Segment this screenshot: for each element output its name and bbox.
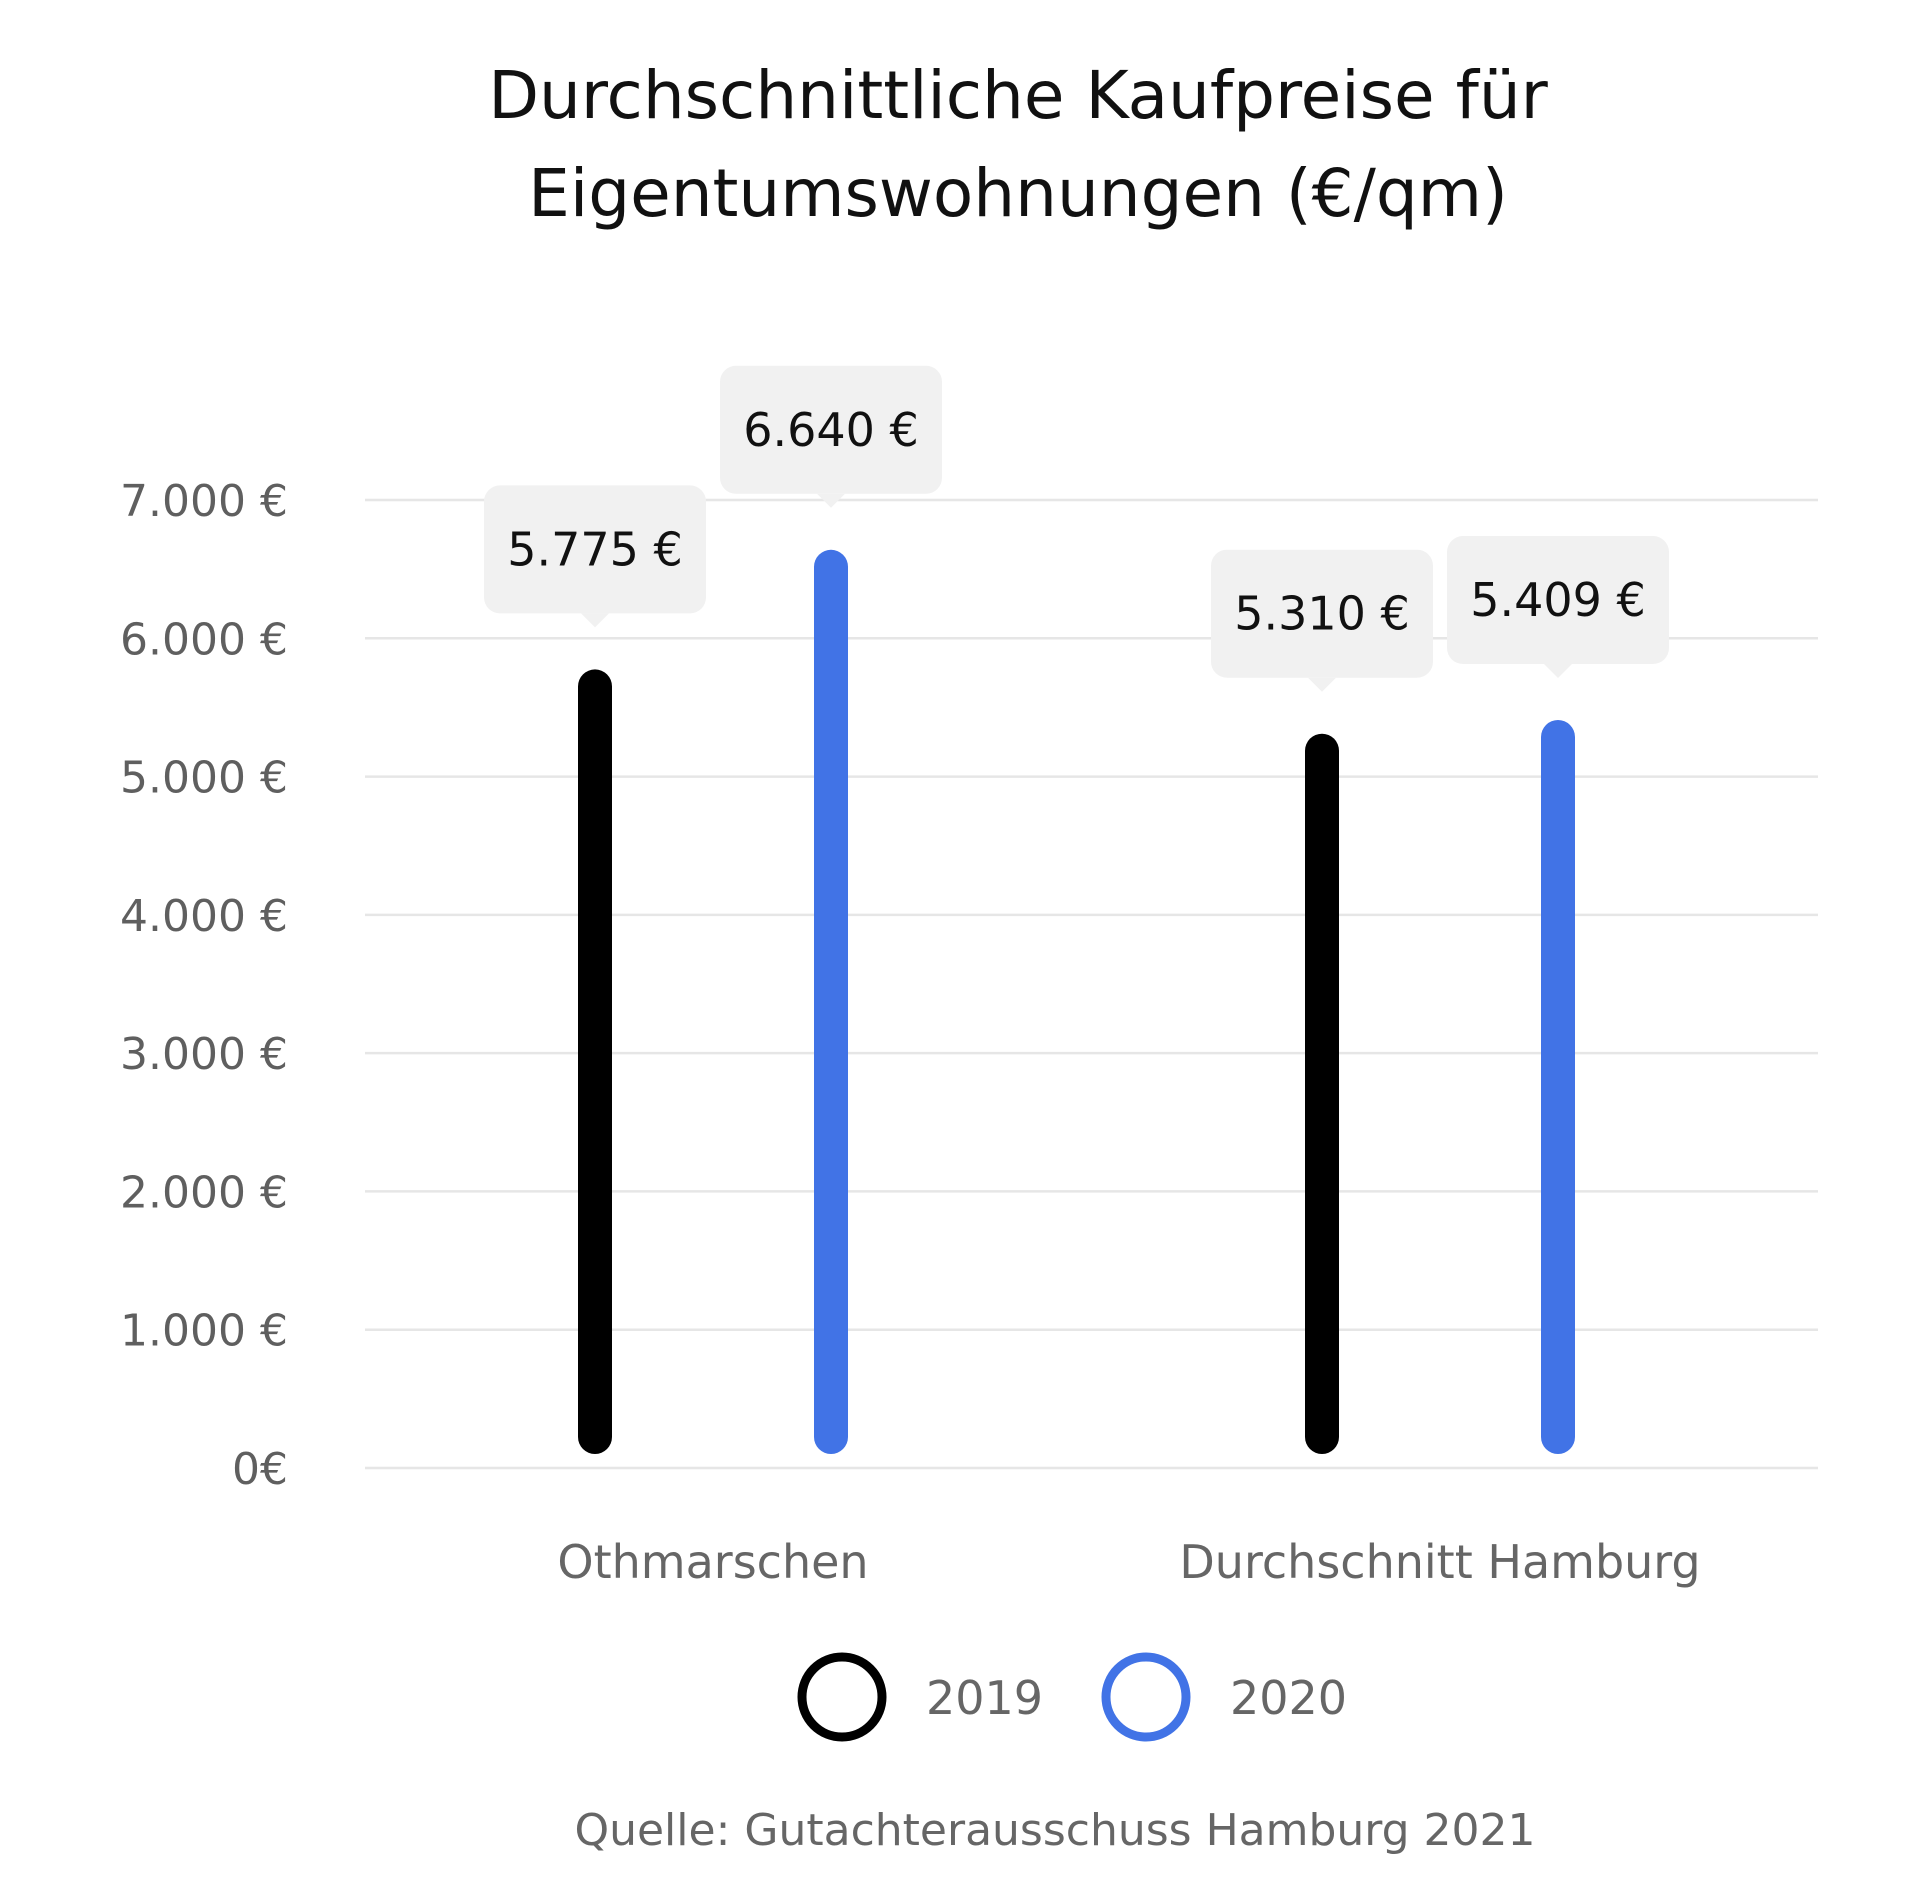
y-tick-label: 2.000 € [120, 1167, 288, 1218]
bar-2019-0 [578, 669, 612, 1454]
y-tick-label: 6.000 € [120, 614, 288, 665]
y-tick-label: 5.000 € [120, 753, 288, 804]
data-label-box [720, 365, 942, 494]
legend-item-2019: 2019 [797, 1652, 1043, 1742]
data-label-callout: 5.409 € [1447, 536, 1669, 679]
data-label-pointer [817, 493, 845, 508]
data-label: 6.640 € [743, 403, 919, 457]
data-label: 5.310 € [1234, 587, 1410, 641]
bars [578, 549, 1575, 1454]
data-label-callout: 5.310 € [1211, 549, 1433, 692]
x-category-label: Durchschnitt Hamburg [1179, 1535, 1700, 1589]
bar-2019-1 [1305, 733, 1339, 1454]
source-note: Quelle: Gutachterausschuss Hamburg 2021 [574, 1805, 1535, 1856]
data-label: 5.409 € [1470, 573, 1646, 627]
y-tick-label: 7.000 € [120, 476, 288, 527]
data-label-box [484, 485, 706, 614]
data-label-pointer [581, 613, 609, 628]
legend-label: 2019 [926, 1671, 1043, 1725]
data-label-pointer [1308, 677, 1336, 692]
legend-item-2020: 2020 [1101, 1652, 1347, 1742]
legend-label: 2020 [1230, 1671, 1347, 1725]
bar-2020-1 [1541, 720, 1575, 1454]
y-axis-tick-labels: 0€ 1.000 € 2.000 € 3.000 € 4.000 € 5.000 € 6.0… [120, 476, 288, 1495]
data-label: 5.775 € [507, 522, 683, 576]
legend-marker [1101, 1652, 1191, 1742]
data-label-box [1211, 549, 1433, 678]
chart-title-line-2: Eigentumswohnungen (€/qm) [528, 155, 1508, 232]
y-tick-label: 0€ [232, 1444, 288, 1495]
x-axis-category-labels: Othmarschen Durchschnitt Hamburg [557, 1535, 1700, 1589]
data-label-callout: 5.775 € [484, 485, 706, 628]
data-label-callout: 6.640 € [720, 365, 942, 508]
y-tick-label: 1.000 € [120, 1306, 288, 1357]
legend: 2019 2020 [797, 1652, 1347, 1742]
y-tick-label: 3.000 € [120, 1029, 288, 1080]
chart-title-line-1: Durchschnittliche Kaufpreise für [488, 57, 1548, 134]
data-labels: 5.775 € 6.640 € 5.310 € 5.409 € [484, 365, 1669, 692]
data-label-pointer [1544, 664, 1572, 679]
x-category-label: Othmarschen [557, 1535, 868, 1589]
y-tick-label: 4.000 € [120, 891, 288, 942]
bar-2020-0 [814, 549, 848, 1454]
data-label-box [1447, 536, 1669, 665]
legend-marker [797, 1652, 887, 1742]
